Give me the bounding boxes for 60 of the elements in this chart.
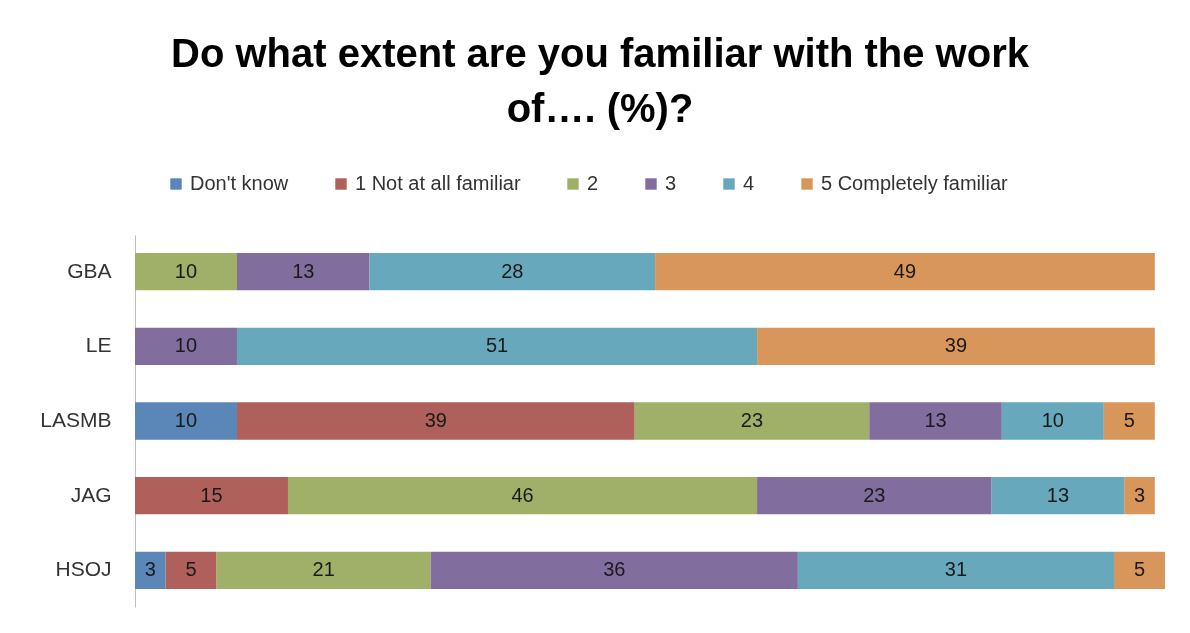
legend-label: 4 xyxy=(743,172,755,194)
bar xyxy=(1103,402,1155,440)
data-label: 39 xyxy=(424,409,447,431)
bar xyxy=(135,327,237,365)
data-label: 5 xyxy=(185,558,197,581)
data-label: 31 xyxy=(944,558,968,581)
data-label: 13 xyxy=(292,259,315,282)
legend-label: Don't know xyxy=(190,172,289,194)
bar xyxy=(430,551,798,590)
data-label: 3 xyxy=(144,558,156,581)
bar xyxy=(634,402,870,440)
y-tick-label: LE xyxy=(85,333,112,357)
bar xyxy=(991,477,1125,515)
data-label: 23 xyxy=(740,409,764,431)
bar xyxy=(1114,551,1165,590)
bar xyxy=(236,327,758,365)
legend-label: 1 Not at all familiar xyxy=(355,172,521,194)
data-label: 13 xyxy=(1046,483,1070,506)
data-label: 28 xyxy=(501,259,524,282)
data-label: 23 xyxy=(863,483,886,506)
y-tick-label: GBA xyxy=(67,258,112,282)
bar xyxy=(1001,402,1104,440)
bar xyxy=(236,402,635,440)
data-label: 49 xyxy=(893,259,917,282)
legend-label: 2 xyxy=(587,172,599,194)
bar xyxy=(165,551,217,590)
data-label: 10 xyxy=(1041,409,1064,431)
data-label: 10 xyxy=(174,259,198,282)
bar xyxy=(369,252,656,291)
bar xyxy=(757,327,1155,365)
bar xyxy=(757,477,992,515)
data-label: 21 xyxy=(312,558,335,581)
chart-title: Do what extent are you familiar with the work of…. (%)? xyxy=(171,31,1030,130)
y-tick-label: LASMB xyxy=(40,408,112,431)
data-label: 15 xyxy=(200,483,223,506)
data-label: 39 xyxy=(944,334,968,357)
data-label: 36 xyxy=(603,558,626,581)
data-label: 3 xyxy=(1133,483,1146,506)
y-tick-label: JAG xyxy=(70,482,112,506)
bar xyxy=(135,551,166,590)
data-label: 51 xyxy=(485,334,509,357)
bar xyxy=(135,477,288,515)
bar xyxy=(797,551,1115,590)
bar xyxy=(236,252,370,291)
data-label: 5 xyxy=(1133,558,1146,581)
legend-label: 5 Completely familiar xyxy=(821,172,1009,194)
data-label: 46 xyxy=(511,483,534,506)
data-label: 5 xyxy=(1123,409,1135,431)
bar xyxy=(135,252,237,291)
bar xyxy=(287,477,758,515)
data-label: 13 xyxy=(924,409,947,431)
bar xyxy=(655,252,1155,291)
bar xyxy=(216,551,431,590)
bar xyxy=(1124,477,1155,515)
bar xyxy=(135,402,237,440)
data-label: 10 xyxy=(174,334,198,357)
legend-label: 3 xyxy=(665,172,677,194)
bar xyxy=(869,402,1002,440)
y-tick-label: HSOJ xyxy=(55,557,112,581)
data-label: 10 xyxy=(174,409,198,431)
